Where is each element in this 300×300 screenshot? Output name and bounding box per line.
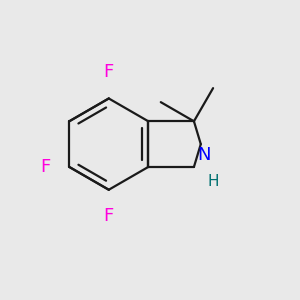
- Text: N: N: [197, 146, 210, 164]
- Text: F: F: [104, 63, 114, 81]
- Text: H: H: [207, 174, 219, 189]
- Text: F: F: [40, 158, 50, 176]
- Text: F: F: [104, 207, 114, 225]
